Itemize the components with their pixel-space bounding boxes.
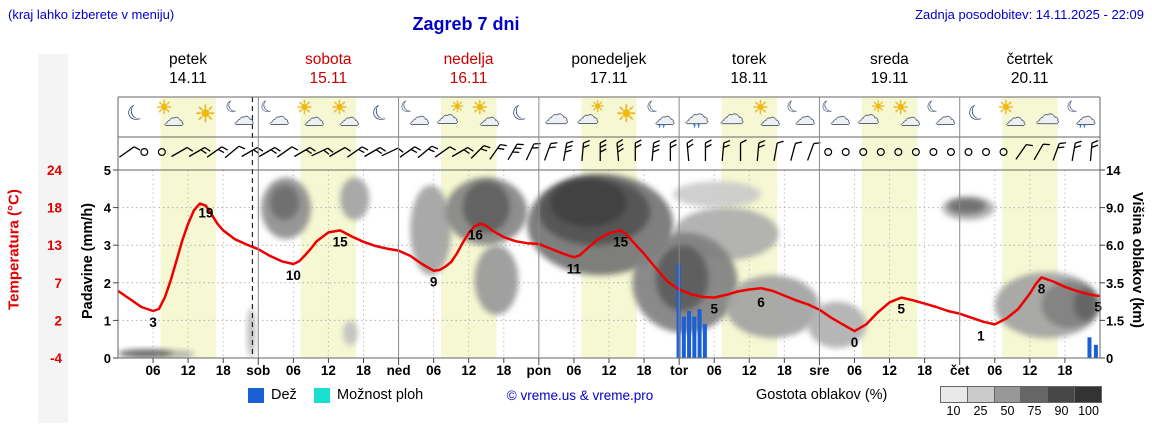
x-axis-labels: 06 12 18 sob 06 12 18 ned 06 12 18 pon 06 12 18 tor 06 12… (146, 358, 1073, 378)
density-tick-label: 25 (973, 404, 988, 418)
svg-text:pon: pon (526, 363, 551, 378)
precipitation-axis-ticks: 5 4 3 2 1 0 (104, 163, 118, 366)
copyright-link[interactable]: © vreme.us & vreme.pro (506, 388, 654, 403)
svg-text:8: 8 (1038, 281, 1046, 296)
temperature-labels: 3 19 10 15 9 16 11 15 5 6 0 5 1 8 5 (149, 206, 1102, 351)
density-tick-label: 10 (946, 404, 961, 418)
svg-text:9: 9 (430, 275, 438, 290)
svg-text:6: 6 (757, 295, 765, 310)
svg-text:sob: sob (246, 363, 270, 378)
rain-legend-label: Dež (271, 387, 297, 403)
wind-barbs-row (119, 138, 1099, 162)
svg-text:2: 2 (54, 313, 62, 328)
svg-text:2: 2 (104, 276, 111, 291)
svg-text:5: 5 (898, 302, 906, 317)
svg-text:sre: sre (809, 363, 830, 378)
svg-text:5: 5 (1094, 300, 1102, 315)
svg-text:10: 10 (286, 268, 301, 283)
cloud-density-legend-label: Gostota oblakov (%) (756, 387, 888, 403)
svg-text:18: 18 (917, 363, 933, 378)
svg-text:15: 15 (333, 234, 349, 249)
svg-text:06: 06 (707, 363, 723, 378)
density-segment (967, 387, 995, 402)
temperature-curve-group (117, 202, 1101, 333)
showers-legend-label: Možnost ploh (337, 387, 424, 403)
location-hint: (kraj lahko izberete v meniju) (8, 7, 175, 22)
svg-text:06: 06 (987, 363, 1003, 378)
svg-text:13: 13 (47, 238, 63, 253)
svg-text:tor: tor (670, 363, 689, 378)
svg-text:0: 0 (104, 351, 111, 366)
svg-text:3: 3 (149, 315, 157, 330)
svg-text:9.0: 9.0 (1106, 201, 1124, 216)
svg-text:18: 18 (637, 363, 653, 378)
svg-text:19: 19 (198, 206, 213, 221)
cloud-density-scale-labels: 10 25 50 75 90 100 (940, 404, 1102, 418)
density-tick-label: 100 (1078, 404, 1099, 418)
svg-text:-4: -4 (50, 351, 62, 366)
svg-text:06: 06 (426, 363, 442, 378)
svg-text:18: 18 (777, 363, 793, 378)
svg-text:12: 12 (882, 363, 897, 378)
svg-text:12: 12 (181, 363, 196, 378)
svg-text:6.0: 6.0 (1106, 238, 1124, 253)
chart-frame (117, 96, 1101, 359)
svg-text:18: 18 (356, 363, 372, 378)
svg-text:12: 12 (601, 363, 616, 378)
density-segment (1048, 387, 1076, 402)
svg-text:18: 18 (47, 201, 63, 216)
svg-text:16: 16 (468, 228, 484, 243)
svg-text:18: 18 (1057, 363, 1073, 378)
density-segment (941, 387, 968, 402)
showers-legend-swatch (314, 388, 330, 403)
temperature-column-background (38, 54, 68, 423)
cloud-axis-ticks: 14 9.0 6.0 3.5 1.5 0 (1100, 163, 1124, 366)
svg-text:5: 5 (104, 163, 111, 178)
svg-text:1: 1 (977, 328, 985, 343)
density-tick-label: 75 (1027, 404, 1042, 418)
svg-text:7: 7 (54, 276, 62, 291)
svg-text:11: 11 (567, 261, 582, 276)
svg-text:12: 12 (461, 363, 476, 378)
svg-text:06: 06 (566, 363, 582, 378)
svg-text:14: 14 (1106, 163, 1121, 178)
temperature-axis-ticks: 24 18 13 7 2 -4 (47, 163, 63, 366)
density-tick-label: 90 (1054, 404, 1069, 418)
page-title: Zagreb 7 dni (412, 14, 520, 34)
svg-text:18: 18 (216, 363, 232, 378)
svg-text:0: 0 (1106, 351, 1113, 366)
svg-text:4: 4 (104, 201, 112, 216)
rain-legend-swatch (248, 388, 264, 403)
svg-text:12: 12 (321, 363, 336, 378)
svg-text:06: 06 (146, 363, 162, 378)
svg-text:1: 1 (104, 313, 111, 328)
density-tick-label: 50 (1000, 404, 1015, 418)
density-segment (994, 387, 1022, 402)
temperature-curve (117, 202, 1101, 333)
svg-text:06: 06 (286, 363, 302, 378)
last-update-timestamp: Zadnja posodobitev: 14.11.2025 - 22:09 (915, 7, 1144, 22)
svg-text:0: 0 (851, 335, 859, 350)
svg-text:06: 06 (847, 363, 863, 378)
density-segment (1075, 387, 1101, 402)
svg-text:1.5: 1.5 (1106, 313, 1124, 328)
cloud-density-scale (940, 386, 1102, 403)
density-segment (1021, 387, 1049, 402)
svg-text:12: 12 (742, 363, 757, 378)
svg-text:15: 15 (613, 234, 629, 249)
svg-text:5: 5 (710, 302, 718, 317)
svg-text:3: 3 (104, 238, 111, 253)
svg-text:čet: čet (950, 363, 970, 378)
svg-text:3.5: 3.5 (1106, 276, 1124, 291)
svg-text:12: 12 (1022, 363, 1037, 378)
svg-text:ned: ned (387, 363, 411, 378)
svg-text:24: 24 (47, 163, 63, 178)
svg-text:18: 18 (496, 363, 512, 378)
rain-bars (676, 264, 1098, 358)
